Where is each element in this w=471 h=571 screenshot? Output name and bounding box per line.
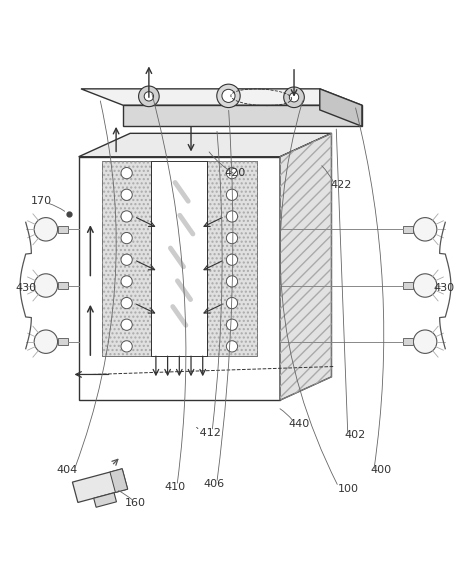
Text: 100: 100 [337, 484, 358, 494]
FancyBboxPatch shape [57, 282, 68, 289]
Text: 410: 410 [164, 482, 185, 492]
Polygon shape [94, 493, 116, 507]
Circle shape [217, 84, 240, 107]
Circle shape [227, 319, 237, 331]
Circle shape [227, 254, 237, 266]
Circle shape [121, 189, 132, 200]
Circle shape [121, 232, 132, 244]
Circle shape [34, 330, 57, 353]
Circle shape [121, 297, 132, 309]
FancyBboxPatch shape [57, 338, 68, 345]
Circle shape [34, 218, 57, 241]
Circle shape [138, 86, 159, 107]
Polygon shape [73, 469, 128, 502]
Circle shape [227, 232, 237, 244]
Circle shape [121, 167, 132, 179]
FancyBboxPatch shape [207, 162, 257, 356]
Text: `412: `412 [194, 428, 221, 438]
Circle shape [34, 274, 57, 297]
Polygon shape [110, 469, 128, 492]
FancyBboxPatch shape [57, 226, 68, 233]
Circle shape [289, 93, 299, 102]
Text: 170: 170 [31, 196, 52, 206]
Text: 420: 420 [225, 168, 246, 178]
FancyBboxPatch shape [403, 226, 414, 233]
Circle shape [414, 218, 437, 241]
Circle shape [121, 211, 132, 222]
Circle shape [227, 276, 237, 287]
Circle shape [414, 274, 437, 297]
Circle shape [222, 89, 235, 102]
Circle shape [284, 87, 304, 107]
Circle shape [144, 92, 154, 101]
Polygon shape [81, 89, 362, 105]
Circle shape [227, 341, 237, 352]
Text: 430: 430 [15, 283, 36, 293]
Polygon shape [79, 133, 332, 156]
Text: 430: 430 [433, 283, 455, 293]
Polygon shape [123, 105, 362, 126]
Circle shape [227, 167, 237, 179]
FancyBboxPatch shape [403, 338, 414, 345]
FancyBboxPatch shape [102, 162, 151, 356]
Text: 402: 402 [344, 431, 365, 440]
Text: 400: 400 [370, 465, 391, 476]
Circle shape [121, 276, 132, 287]
Polygon shape [280, 133, 332, 400]
Circle shape [227, 189, 237, 200]
Circle shape [414, 330, 437, 353]
Text: 404: 404 [57, 465, 78, 476]
Circle shape [121, 254, 132, 266]
Circle shape [227, 211, 237, 222]
Text: 440: 440 [288, 419, 309, 429]
Text: 160: 160 [124, 498, 146, 508]
Circle shape [121, 319, 132, 331]
Text: 406: 406 [204, 480, 225, 489]
FancyBboxPatch shape [403, 282, 414, 289]
Polygon shape [320, 89, 362, 126]
Circle shape [227, 297, 237, 309]
Text: 422: 422 [330, 180, 351, 190]
FancyBboxPatch shape [151, 162, 207, 356]
Polygon shape [79, 156, 280, 400]
Circle shape [121, 341, 132, 352]
